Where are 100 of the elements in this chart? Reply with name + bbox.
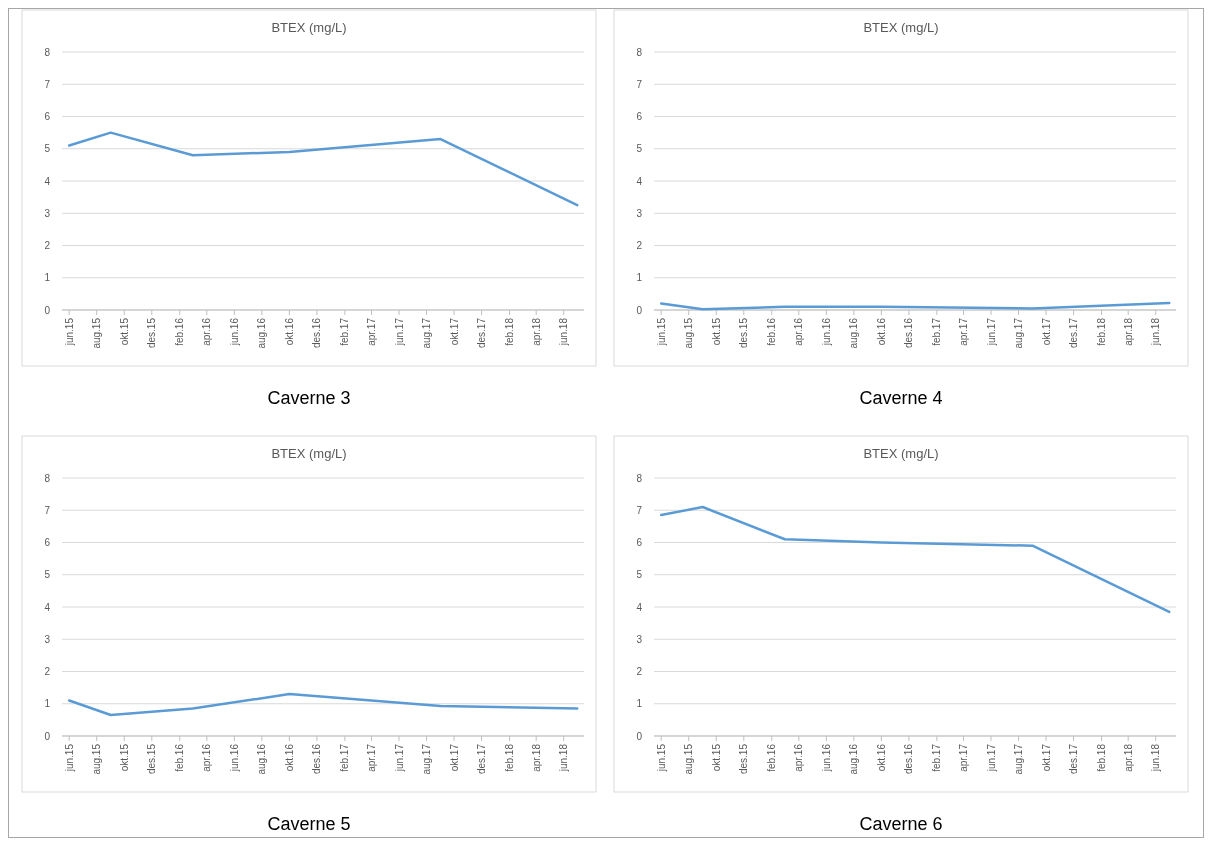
x-tick-label: okt.15 [710,743,722,772]
x-tick-label: feb.18 [1096,743,1108,772]
x-tick-label: apr.17 [958,743,969,772]
y-tick-label: 3 [44,207,51,219]
y-tick-label: 4 [44,175,51,187]
x-tick-label: okt.16 [875,317,887,346]
x-tick-label: feb.16 [766,317,778,346]
x-tick-label: okt.15 [118,317,130,346]
y-tick-label: 0 [44,730,51,742]
x-tick-label: des.17 [476,317,488,349]
line-series [659,301,1171,311]
x-tick-label: apr.16 [793,317,805,346]
y-tick-label: 4 [636,175,643,187]
chart-title: BTEX (mg/L) [271,446,347,461]
text: Caverne 5 [267,814,351,834]
x-tick-label: apr.16 [793,743,805,772]
x-tick-label: apr.16 [201,743,213,772]
y-tick-label: 8 [44,46,51,58]
x-tick-label: okt.17 [448,317,460,346]
x-tick-label: feb.18 [1096,317,1108,346]
text: Caverne 6 [859,814,943,834]
x-tick-label: aug.15 [683,317,695,349]
chart-title: BTEX (mg/L) [271,20,347,35]
y-tick-label: 7 [636,78,643,90]
x-tick-label: des.16 [311,743,323,775]
y-tick-label: 8 [44,472,51,484]
x-tick-label: des.15 [146,317,158,349]
y-tick-label: 4 [636,601,643,613]
x-tick-label: jun.16 [820,317,832,347]
y-tick-label: 7 [636,504,643,516]
chart-title: BTEX (mg/L) [863,446,939,461]
x-tick-label: aug.17 [421,743,433,775]
x-tick-label: jun.18 [1150,743,1162,773]
y-tick-label: 3 [636,207,643,219]
x-tick-label: jun.18 [558,317,570,347]
x-tick-label: aug.16 [848,317,860,349]
chart-title: BTEX (mg/L) [863,20,939,35]
x-tick-label: aug.15 [91,743,103,775]
x-tick-label: apr.17 [958,317,969,346]
y-tick-label: 5 [636,569,643,581]
x-tick-label: aug.16 [256,743,268,775]
line-series [659,505,1171,614]
y-tick-label: 6 [44,537,51,548]
x-tick-label: jun.17 [985,317,997,347]
x-tick-label: feb.18 [504,743,516,772]
x-tick-label: jun.16 [228,317,240,347]
x-tick-label: des.16 [903,317,915,349]
x-tick-label: okt.15 [710,317,722,346]
y-tick-label: 1 [44,698,51,710]
y-tick-label: 3 [44,633,51,645]
y-tick-label: 3 [636,633,643,645]
x-tick-label: apr.17 [366,743,377,772]
y-tick-label: 2 [44,666,51,677]
x-tick-label: jun.17 [393,743,405,773]
y-tick-label: 8 [636,472,643,484]
y-tick-label: 6 [44,111,51,122]
x-tick-label: jun.17 [985,743,997,773]
y-tick-label: 2 [44,240,51,251]
y-tick-label: 0 [636,730,643,742]
x-tick-label: aug.15 [683,743,695,775]
x-tick-label: apr.18 [530,743,542,772]
x-tick-label: des.16 [903,743,915,775]
x-tick-label: okt.16 [283,317,295,346]
x-tick-label: jun.18 [1150,317,1162,347]
x-tick-label: aug.15 [91,317,103,349]
x-tick-label: jun.15 [655,743,667,773]
x-tick-label: okt.17 [448,743,460,772]
x-tick-label: jun.15 [655,317,667,347]
x-tick-label: jun.18 [558,743,570,773]
x-tick-label: okt.16 [875,743,887,772]
y-tick-label: 5 [44,143,51,155]
y-tick-label: 1 [44,272,51,284]
x-tick-label: aug.17 [421,317,433,349]
y-tick-label: 4 [44,601,51,613]
y-tick-label: 5 [44,569,51,581]
x-tick-label: jun.17 [393,317,405,347]
x-tick-label: feb.16 [174,317,186,346]
x-tick-label: jun.15 [63,317,75,347]
y-tick-label: 1 [636,698,643,710]
x-tick-label: aug.16 [848,743,860,775]
x-tick-label: apr.17 [366,317,377,346]
x-tick-label: jun.15 [63,743,75,773]
x-tick-label: apr.18 [1122,317,1134,346]
x-tick-label: okt.17 [1040,317,1052,346]
x-tick-label: aug.17 [1013,317,1025,349]
x-tick-label: apr.18 [1122,743,1134,772]
x-tick-label: aug.17 [1013,743,1025,775]
x-tick-label: aug.16 [256,317,268,349]
x-tick-label: okt.16 [283,743,295,772]
y-tick-label: 1 [636,272,643,284]
x-tick-label: apr.16 [201,317,213,346]
x-tick-label: des.16 [311,317,323,349]
y-tick-label: 6 [636,111,643,122]
x-tick-label: feb.16 [766,743,778,772]
text: Caverne 4 [859,388,943,408]
y-tick-label: 2 [636,240,643,251]
x-tick-label: feb.17 [339,743,351,772]
line-series [67,692,579,717]
x-tick-label: des.17 [476,743,488,775]
x-tick-label: feb.18 [504,317,516,346]
